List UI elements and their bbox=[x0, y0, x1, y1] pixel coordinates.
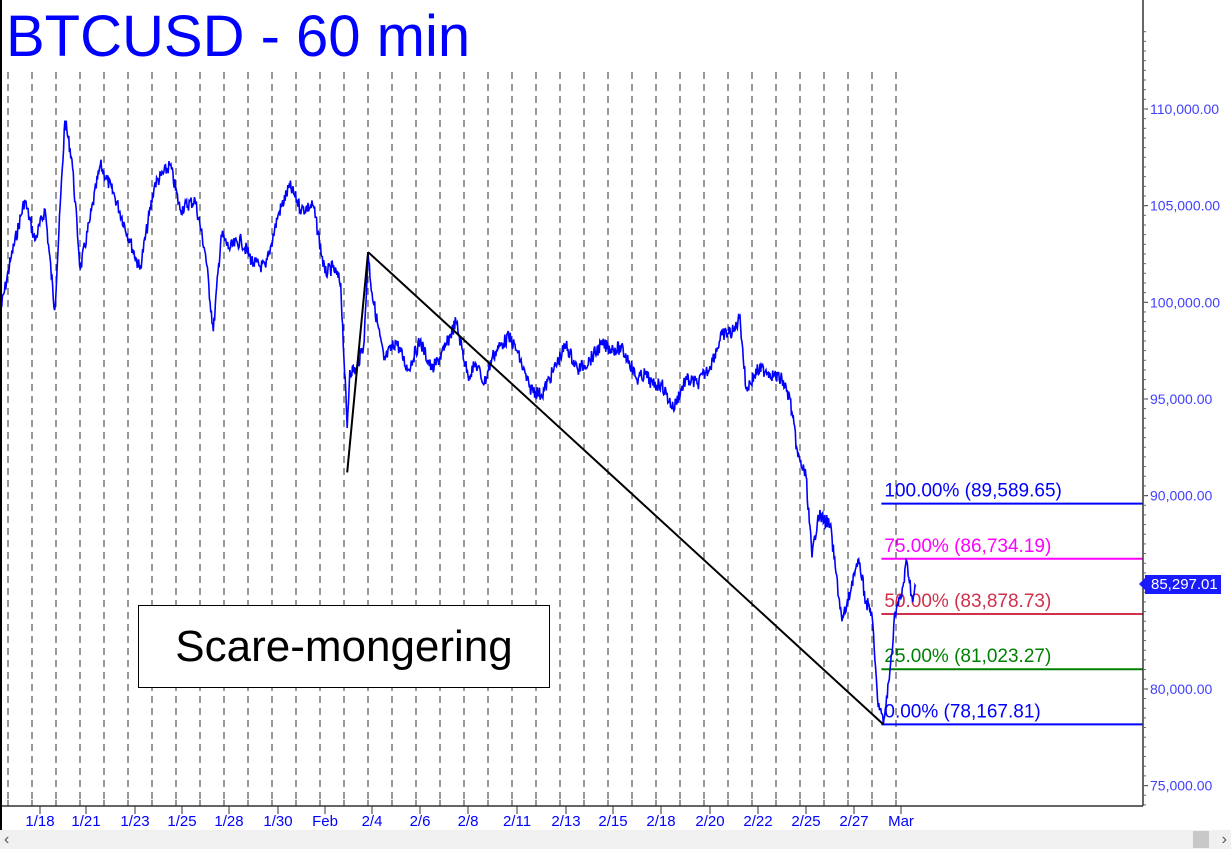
fibonacci-levels: 100.00% (89,589.65) 75.00% (86,734.19) 50.… bbox=[881, 481, 1143, 726]
annotation-text: Scare-mongering bbox=[175, 621, 513, 671]
price-line bbox=[0, 120, 917, 724]
fib-level-label: 75.00% (86,734.19) bbox=[884, 536, 1051, 557]
x-tick-label: 2/15 bbox=[598, 813, 627, 830]
x-tick-label: 1/25 bbox=[167, 813, 196, 830]
y-tick-label: 95,000.00 bbox=[1150, 391, 1212, 407]
chevron-right-icon[interactable]: › bbox=[1221, 831, 1227, 848]
fib-level-label: 25.00% (81,023.27) bbox=[884, 646, 1051, 667]
last-price-tag: 85,297.01 bbox=[1139, 575, 1221, 594]
chart-title: BTCUSD - 60 min bbox=[6, 4, 471, 69]
fib-level-label: 100.00% (89,589.65) bbox=[884, 481, 1061, 502]
fib-level-label: 0.00% (78,167.81) bbox=[884, 701, 1040, 722]
x-tick-label: 2/27 bbox=[839, 813, 868, 830]
x-tick-label: 2/11 bbox=[503, 813, 531, 830]
trendline bbox=[346, 251, 370, 473]
chevron-left-icon[interactable]: ‹ bbox=[4, 831, 10, 848]
x-tick-label: 1/28 bbox=[214, 813, 243, 830]
x-tick-label: 1/21 bbox=[71, 813, 100, 830]
trendlines bbox=[346, 251, 885, 726]
annotation-box: Scare-mongering bbox=[138, 605, 550, 688]
x-tick-label: 2/6 bbox=[410, 813, 431, 830]
fib-level-label: 50.00% (83,878.73) bbox=[884, 591, 1051, 612]
y-tick-label: 75,000.00 bbox=[1150, 778, 1212, 794]
x-tick-label: 1/23 bbox=[120, 813, 149, 830]
x-tick-label: Feb bbox=[312, 813, 338, 830]
trendline bbox=[367, 251, 885, 726]
x-tick-label: 2/20 bbox=[695, 813, 724, 830]
x-tick-label: 2/22 bbox=[743, 813, 772, 830]
x-tick-label: 1/18 bbox=[25, 813, 54, 830]
y-tick-label: 90,000.00 bbox=[1150, 488, 1212, 504]
y-tick-label: 80,000.00 bbox=[1150, 681, 1212, 697]
x-tick-label: 2/8 bbox=[458, 813, 479, 830]
x-tick-label: 1/30 bbox=[263, 813, 292, 830]
horizontal-scrollbar[interactable]: ‹ › bbox=[0, 830, 1231, 849]
y-tick-label: 105,000.00 bbox=[1150, 198, 1220, 214]
x-tick-label: 2/4 bbox=[362, 813, 383, 830]
x-tick-label: 2/25 bbox=[791, 813, 820, 830]
x-tick-label: 2/13 bbox=[551, 813, 580, 830]
x-tick-label: 2/18 bbox=[646, 813, 675, 830]
scrollbar-thumb[interactable] bbox=[1193, 831, 1209, 848]
y-tick-label: 100,000.00 bbox=[1150, 294, 1220, 310]
price-series bbox=[0, 120, 917, 724]
y-tick-label: 110,000.00 bbox=[1150, 101, 1219, 117]
grid-lines bbox=[7, 72, 897, 806]
x-tick-label: Mar bbox=[888, 813, 914, 830]
